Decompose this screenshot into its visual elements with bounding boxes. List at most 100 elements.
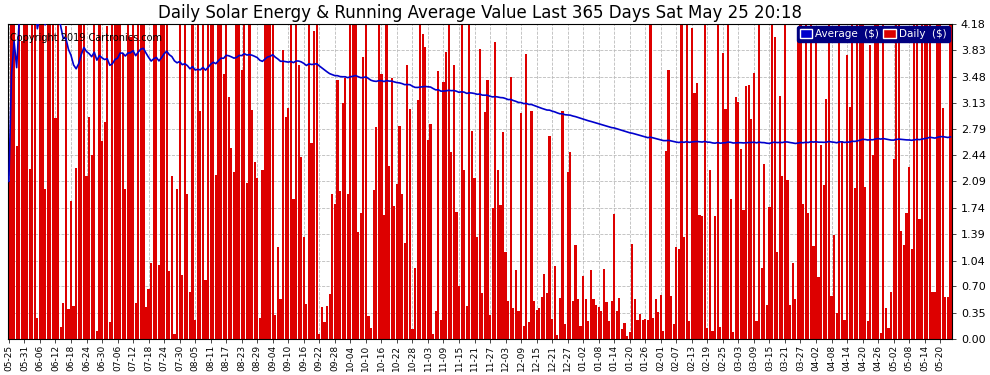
- Bar: [11, 0, 13, 339]
- Bar: [717, 0, 719, 339]
- Bar: [794, 299, 796, 339]
- Bar: [714, 216, 716, 339]
- Bar: [184, 3, 186, 339]
- Bar: [354, 0, 356, 339]
- Bar: [440, 320, 442, 339]
- Bar: [218, 0, 220, 339]
- Bar: [773, 37, 776, 339]
- Bar: [921, 0, 923, 339]
- Bar: [624, 324, 626, 339]
- Bar: [176, 189, 178, 339]
- Bar: [345, 78, 346, 339]
- Bar: [372, 189, 375, 339]
- Bar: [150, 262, 152, 339]
- Bar: [765, 305, 768, 339]
- Bar: [659, 295, 662, 339]
- Bar: [178, 0, 181, 339]
- Bar: [447, 0, 449, 339]
- Bar: [924, 0, 926, 339]
- Bar: [898, 3, 900, 339]
- Bar: [34, 8, 36, 339]
- Bar: [861, 0, 863, 339]
- Bar: [919, 219, 921, 339]
- Bar: [430, 124, 432, 339]
- Bar: [152, 0, 154, 339]
- Bar: [577, 299, 579, 339]
- Bar: [16, 146, 18, 339]
- Bar: [649, 16, 651, 339]
- Bar: [85, 176, 87, 339]
- Bar: [657, 312, 659, 339]
- Bar: [443, 82, 445, 339]
- Bar: [693, 93, 696, 339]
- Text: Copyright 2019 Cartronics.com: Copyright 2019 Cartronics.com: [10, 33, 161, 43]
- Bar: [797, 41, 799, 339]
- Bar: [771, 0, 773, 339]
- Bar: [926, 0, 929, 339]
- Bar: [236, 0, 238, 339]
- Bar: [238, 0, 241, 339]
- Bar: [104, 122, 106, 339]
- Bar: [911, 249, 913, 339]
- Bar: [799, 0, 802, 339]
- Bar: [776, 252, 778, 339]
- Bar: [699, 215, 701, 339]
- Bar: [70, 201, 72, 339]
- Bar: [318, 334, 321, 339]
- Bar: [851, 0, 853, 339]
- Bar: [357, 232, 359, 339]
- Title: Daily Solar Energy & Running Average Value Last 365 Days Sat May 25 20:18: Daily Solar Energy & Running Average Val…: [157, 4, 802, 22]
- Bar: [398, 126, 401, 339]
- Bar: [843, 320, 845, 339]
- Bar: [541, 297, 543, 339]
- Bar: [51, 0, 54, 339]
- Bar: [879, 333, 882, 339]
- Bar: [533, 301, 536, 339]
- Bar: [24, 0, 26, 339]
- Bar: [173, 334, 175, 339]
- Bar: [566, 172, 569, 339]
- Bar: [895, 0, 897, 339]
- Bar: [471, 131, 473, 339]
- Bar: [551, 319, 553, 339]
- Bar: [231, 148, 233, 339]
- Bar: [334, 204, 336, 339]
- Bar: [122, 53, 124, 339]
- Bar: [784, 0, 786, 339]
- Bar: [57, 0, 59, 339]
- Bar: [274, 315, 276, 339]
- Bar: [393, 206, 395, 339]
- Bar: [946, 297, 949, 339]
- Bar: [574, 245, 576, 339]
- Bar: [680, 2, 682, 339]
- Bar: [349, 0, 351, 339]
- Bar: [903, 244, 905, 339]
- Bar: [351, 15, 354, 339]
- Bar: [313, 32, 315, 339]
- Bar: [735, 97, 737, 339]
- Bar: [478, 49, 481, 339]
- Bar: [637, 320, 639, 339]
- Bar: [117, 0, 119, 339]
- Bar: [316, 1, 318, 339]
- Bar: [375, 127, 377, 339]
- Bar: [143, 3, 145, 339]
- Bar: [929, 0, 931, 339]
- Bar: [691, 28, 693, 339]
- Bar: [877, 0, 879, 339]
- Bar: [362, 57, 364, 339]
- Bar: [88, 117, 90, 339]
- Bar: [287, 108, 289, 339]
- Bar: [779, 96, 781, 339]
- Bar: [450, 152, 452, 339]
- Legend: Average  ($), Daily  ($): Average ($), Daily ($): [797, 26, 949, 42]
- Bar: [706, 328, 709, 339]
- Bar: [629, 332, 631, 339]
- Bar: [253, 162, 255, 339]
- Bar: [572, 301, 574, 339]
- Bar: [859, 0, 861, 339]
- Bar: [202, 0, 204, 339]
- Bar: [111, 5, 114, 339]
- Bar: [515, 270, 517, 339]
- Bar: [465, 306, 468, 339]
